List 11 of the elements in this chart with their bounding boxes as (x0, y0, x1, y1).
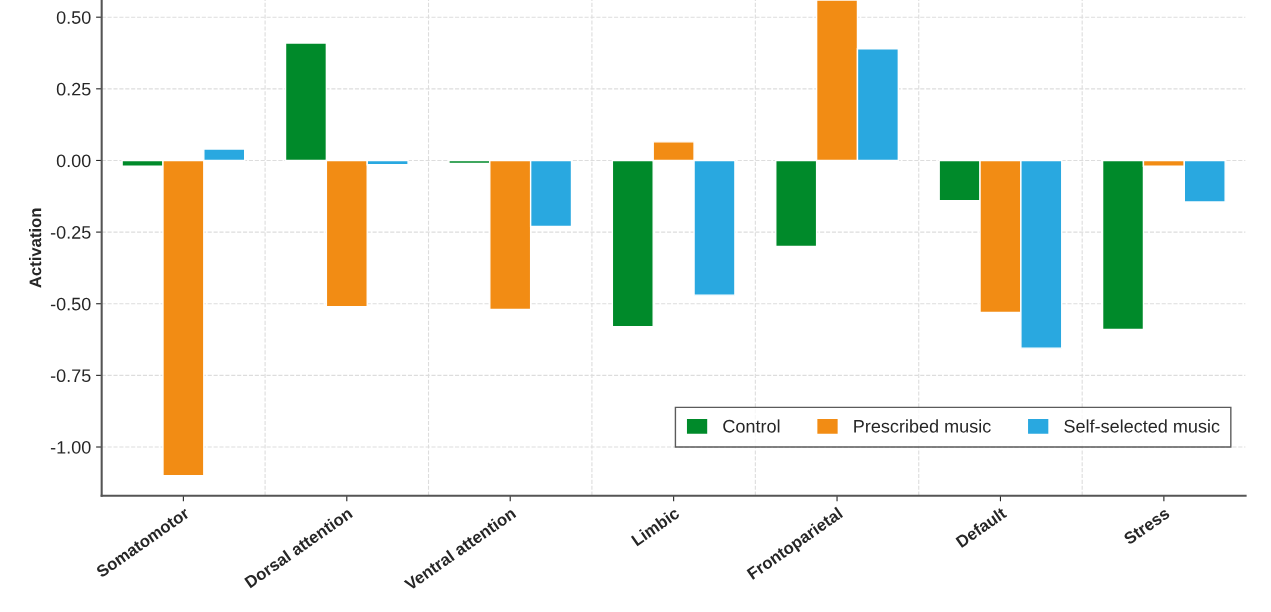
y-tick-label: 0.25 (56, 82, 91, 96)
y-tick-label: -0.75 (50, 369, 91, 383)
y-axis-title: Activation (29, 208, 42, 288)
y-tick-label: 0.00 (56, 154, 91, 168)
legend-label: Prescribed music (854, 419, 991, 433)
legend-label: Control (723, 419, 780, 433)
y-tick-label: 0.50 (56, 11, 91, 24)
legend-label: Self-selected music (1064, 419, 1220, 433)
y-tick-label: -0.25 (50, 226, 91, 239)
y-tick-label: -0.50 (50, 297, 91, 311)
y-tick-label: -1.00 (50, 440, 91, 454)
